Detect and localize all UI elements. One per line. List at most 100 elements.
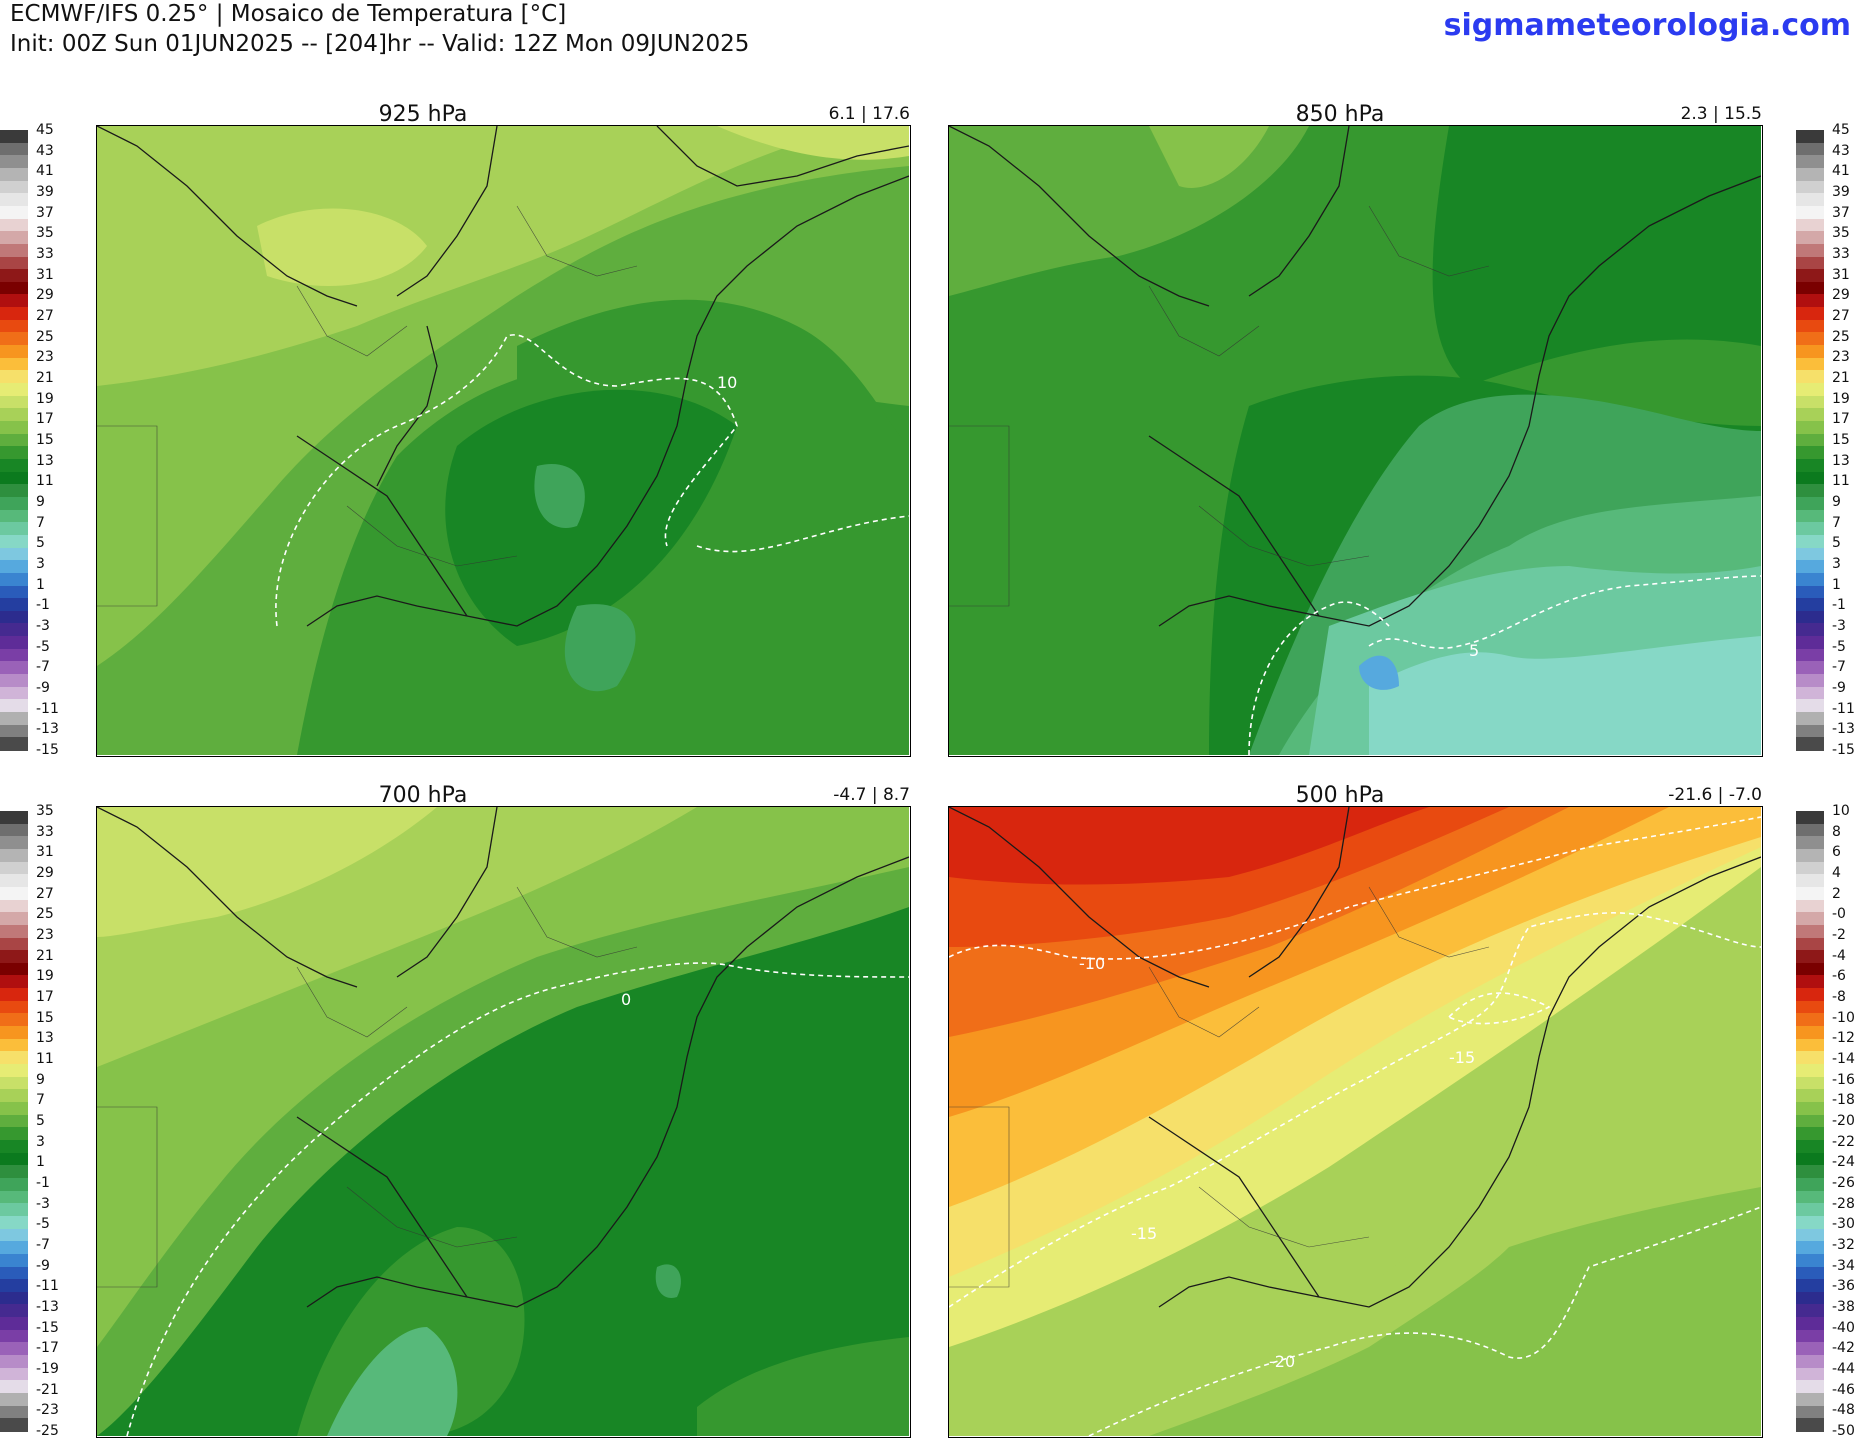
colorbar-tick-label: 25 [36, 906, 54, 923]
colorbar-swatch [1796, 648, 1824, 663]
colorbar-tick-label: 11 [36, 473, 54, 490]
colorbar-swatch [0, 712, 28, 726]
colorbar-swatch [1796, 1342, 1824, 1356]
colorbar-swatch [1796, 610, 1824, 625]
colorbar-swatch [1796, 1089, 1824, 1103]
colorbar-swatch [1796, 950, 1824, 964]
colorbar-swatch [0, 408, 28, 422]
colorbar-tick-label: 6 [1832, 844, 1841, 861]
colorbar-swatch [1796, 180, 1824, 194]
colorbar-swatch [0, 1317, 28, 1331]
colorbar-swatch [1796, 395, 1824, 409]
colorbar-tick-label: -11 [36, 700, 59, 717]
colorbar-tick-label: 9 [1832, 494, 1841, 510]
colorbar-swatch [1796, 1000, 1824, 1015]
colorbar-swatch [1796, 370, 1824, 384]
colorbar-swatch [1796, 167, 1824, 182]
colorbar-swatch [0, 962, 28, 977]
colorbar-tick-label: -36 [1832, 1278, 1855, 1295]
colorbar-swatch [1796, 811, 1824, 825]
colorbar-swatch [0, 193, 28, 207]
chart-title-line-2: Init: 00Z Sun 01JUN2025 -- [204]hr -- Va… [10, 31, 750, 57]
colorbar-swatch [0, 1000, 28, 1015]
colorbar-swatch [0, 1393, 28, 1407]
colorbar-swatch [0, 1127, 28, 1141]
map-panel-925hpa: 10 [96, 125, 911, 757]
colorbar-swatch [0, 446, 28, 460]
colorbar-swatch [0, 357, 28, 371]
colorbar-swatch [0, 975, 28, 989]
colorbar-swatch [1796, 886, 1824, 901]
colorbar-swatch [1796, 1114, 1824, 1128]
colorbar-tick-label: -0 [1832, 906, 1846, 923]
colorbar-tick-label: -7 [36, 1237, 50, 1253]
colorbar-tick-label: 19 [36, 390, 54, 407]
colorbar-swatch [0, 471, 28, 485]
colorbar-tick-label: 13 [36, 1030, 54, 1047]
colorbar-swatch [1796, 661, 1824, 675]
colorbar-swatch [1796, 1064, 1824, 1078]
colorbar-tick-label: -15 [1832, 742, 1855, 758]
colorbar-tick-label: 4 [1832, 865, 1841, 881]
colorbar-swatch [0, 636, 28, 650]
colorbar-tick-label: -15 [36, 1319, 59, 1336]
colorbar-swatch [1796, 142, 1824, 156]
colorbar-tick-label: 37 [1832, 204, 1850, 221]
colorbar-swatch [0, 1253, 28, 1268]
colorbar-swatch [1796, 547, 1824, 561]
colorbar-swatch [1796, 1215, 1824, 1230]
colorbar-tick-label: -20 [1832, 1113, 1855, 1129]
colorbar-swatch [0, 1228, 28, 1242]
colorbar-tick-label: 1 [36, 576, 45, 593]
colorbar-swatch [0, 205, 28, 220]
colorbar-tick-label: -50 [1832, 1423, 1855, 1439]
colorbar-swatch [0, 848, 28, 863]
colorbar-tick-label: 21 [36, 947, 54, 964]
colorbar-tick-label: 27 [36, 308, 54, 324]
panel-range-850: 2.3 | 15.5 [1680, 104, 1762, 124]
colorbar-tick-label: 39 [36, 184, 54, 200]
contour-label-500-a: -10 [1079, 954, 1105, 973]
colorbar-swatch [0, 155, 28, 169]
colorbar-tick-label: -44 [1832, 1361, 1855, 1377]
colorbar-swatch [1796, 294, 1824, 308]
colorbar-tick-label: -3 [1832, 618, 1846, 634]
colorbar-swatch [0, 1114, 28, 1128]
contour-label-925: 10 [717, 373, 737, 392]
colorbar-tick-label: -11 [1832, 700, 1855, 717]
colorbar-swatch [1796, 1051, 1824, 1065]
colorbar-swatch [1796, 560, 1824, 574]
colorbar-swatch [0, 496, 28, 511]
colorbar-swatch [0, 648, 28, 663]
colorbar-swatch [0, 1076, 28, 1090]
colorbar-swatch [0, 674, 28, 688]
colorbar-swatch [1796, 243, 1824, 258]
colorbar-tick-label: 25 [36, 328, 54, 345]
colorbar-tick-label: -2 [1832, 927, 1846, 943]
colorbar-tick-label: -7 [1832, 659, 1846, 676]
colorbar-swatch [0, 1190, 28, 1204]
map-panel-500hpa: -10 -15 -15 -20 [948, 806, 1763, 1438]
colorbar-swatch [0, 370, 28, 384]
colorbar-tick-label: -26 [1832, 1175, 1855, 1191]
colorbar-tick-label: -1 [1832, 597, 1846, 614]
contour-label-500-d: -20 [1269, 1352, 1295, 1371]
colorbar-swatch [0, 509, 28, 523]
colorbar-tick-label: 7 [1832, 514, 1841, 531]
panel-range-700: -4.7 | 8.7 [833, 785, 910, 805]
colorbar-swatch [1796, 522, 1824, 536]
panel-title-500: 500 hPa [1295, 783, 1385, 808]
contour-label-500-c: -15 [1131, 1224, 1157, 1243]
colorbar-swatch [1796, 623, 1824, 637]
colorbar-swatch [0, 243, 28, 258]
colorbar-tick-label: -42 [1832, 1340, 1855, 1357]
colorbar-swatch [1796, 193, 1824, 207]
colorbar-tick-label: 15 [1832, 432, 1850, 448]
colorbar-swatch [1796, 332, 1824, 346]
colorbar-tick-label: 23 [36, 349, 54, 366]
colorbar-tick-label: 10 [1832, 803, 1850, 819]
colorbar-swatch [1796, 269, 1824, 283]
colorbar-tick-label: -9 [36, 680, 50, 696]
colorbar-tick-label: -48 [1832, 1402, 1855, 1419]
colorbar-tick-label: -46 [1832, 1381, 1855, 1398]
